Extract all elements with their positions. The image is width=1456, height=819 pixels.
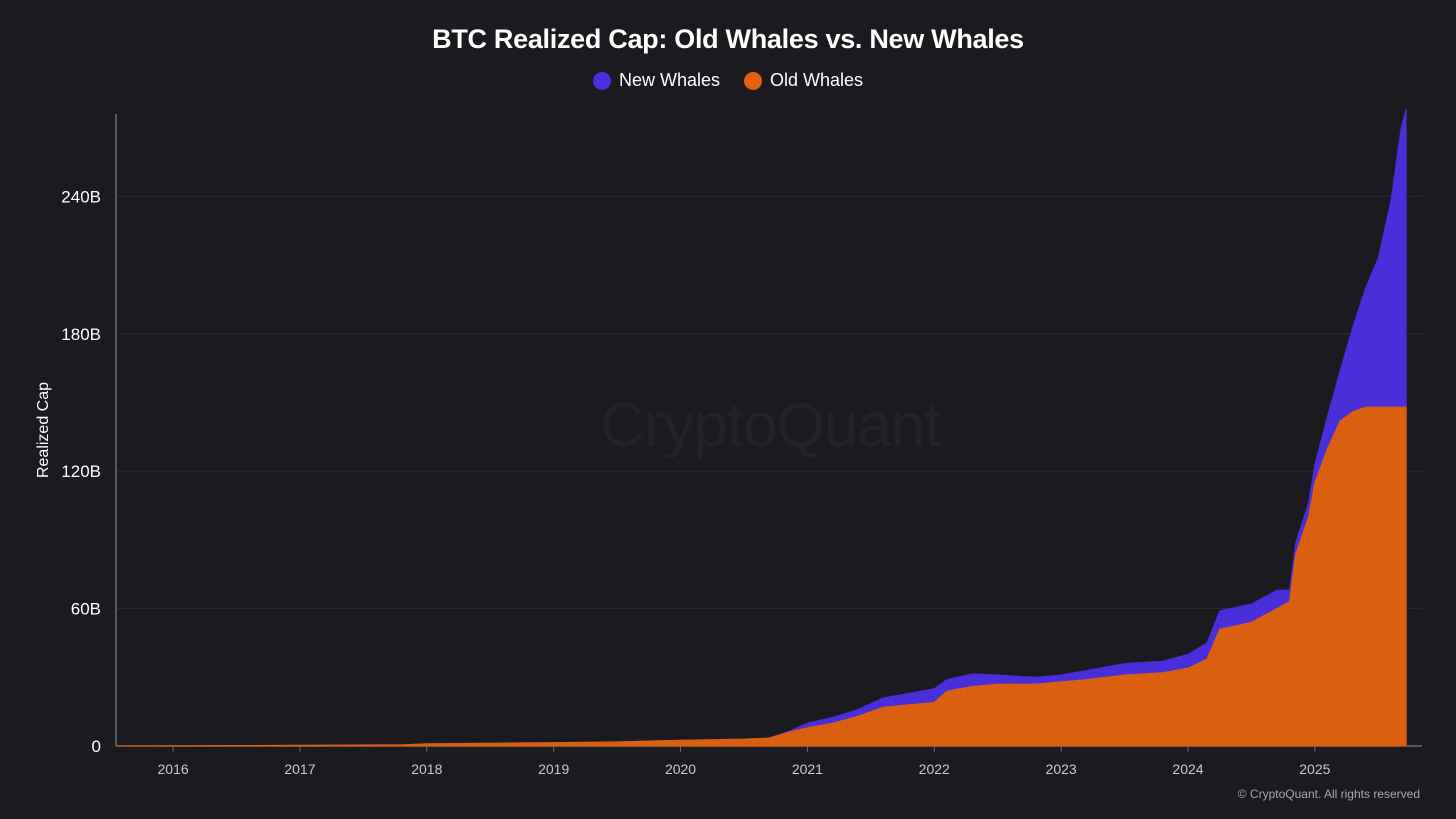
x-tick-label: 2022	[919, 761, 950, 777]
series-area-old-whales	[115, 406, 1407, 747]
x-tick-label: 2020	[665, 761, 696, 777]
y-tick-label: 120B	[61, 462, 101, 481]
x-tick-label: 2024	[1172, 761, 1203, 777]
legend-swatch-new-whales	[592, 71, 611, 90]
x-tick-label: 2023	[1046, 761, 1077, 777]
legend-swatch-old-whales	[743, 71, 762, 90]
y-tick-label: 240B	[61, 187, 101, 206]
legend-item-new-whales[interactable]: New Whales	[592, 70, 720, 91]
y-tick-label: 180B	[61, 325, 101, 344]
y-tick-label: 60B	[71, 600, 101, 619]
chart-legend: New Whales Old Whales	[0, 70, 1456, 91]
y-axis-label: Realized Cap	[35, 382, 52, 478]
x-tick-label: 2017	[284, 761, 315, 777]
legend-label-new-whales: New Whales	[618, 70, 720, 90]
x-tick-label: 2018	[411, 761, 442, 777]
watermark-logo: CryptoQuant	[600, 391, 942, 460]
x-tick-label: 2019	[538, 761, 569, 777]
legend-label-old-whales: Old Whales	[769, 70, 864, 90]
x-tick-label: 2025	[1299, 761, 1330, 777]
y-tick-label: 0	[92, 737, 101, 756]
x-tick-label: 2016	[158, 761, 189, 777]
chart-title: BTC Realized Cap: Old Whales vs. New Wha…	[432, 24, 1024, 54]
x-tick-label: 2021	[792, 761, 823, 777]
legend-item-old-whales[interactable]: Old Whales	[743, 70, 864, 91]
copyright-notice: © CryptoQuant. All rights reserved	[1237, 787, 1420, 801]
